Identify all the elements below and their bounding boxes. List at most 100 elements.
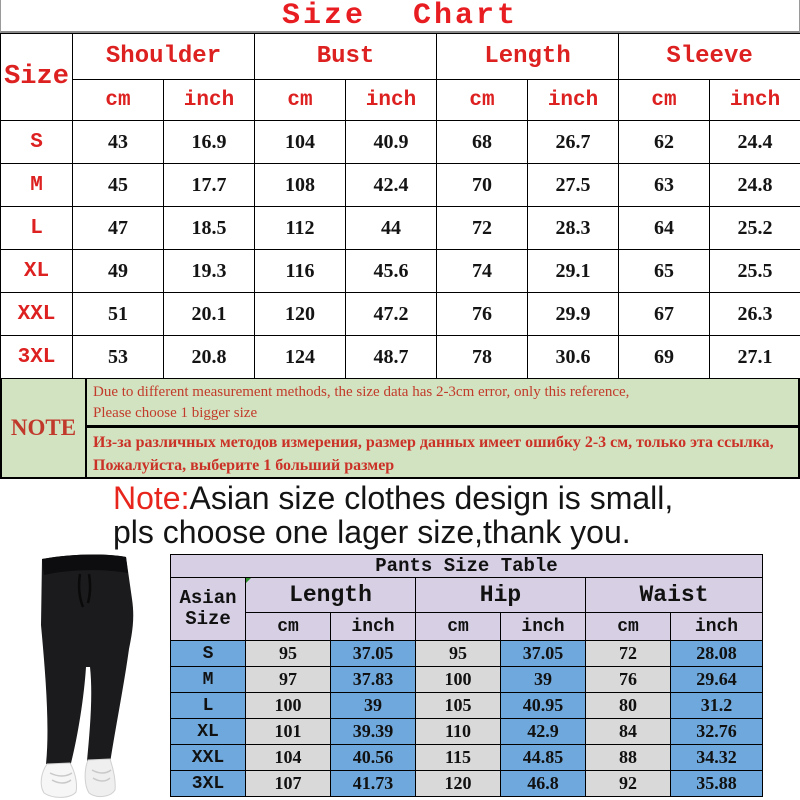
shirt-col-bust: Bust bbox=[253, 33, 438, 80]
title-band: Size Chart bbox=[0, 0, 800, 33]
note-english-line1: Due to different measurement methods, th… bbox=[93, 384, 630, 400]
unit-cm: cm bbox=[72, 79, 164, 121]
size-cell: L bbox=[170, 692, 246, 719]
value-cell: 80 bbox=[585, 692, 671, 719]
unit-cm: cm bbox=[585, 612, 671, 641]
value-cell: 47 bbox=[72, 206, 164, 250]
value-cell: 40.56 bbox=[330, 744, 416, 771]
value-cell: 18.5 bbox=[163, 206, 255, 250]
value-cell: 70 bbox=[436, 163, 529, 207]
shirt-col-length: Length bbox=[436, 33, 620, 80]
table-row: M 97 37.83 100 39 76 29.64 bbox=[170, 666, 764, 693]
asian-note-line1: Note:Asian size clothes design is small, bbox=[113, 481, 800, 515]
value-cell: 37.83 bbox=[330, 666, 416, 693]
value-cell: 124 bbox=[254, 335, 346, 379]
size-cell: 3XL bbox=[0, 335, 73, 379]
value-cell: 28.08 bbox=[669, 640, 764, 667]
value-cell: 44 bbox=[344, 206, 438, 250]
size-cell: XL bbox=[0, 249, 73, 293]
shirt-col-shoulder: Shoulder bbox=[72, 33, 255, 80]
value-cell: 104 bbox=[245, 744, 331, 771]
value-cell: 62 bbox=[618, 120, 711, 164]
bottom-section: Pants Size Table Asian Size Length Hip W… bbox=[0, 549, 800, 800]
size-cell: S bbox=[0, 120, 73, 164]
table-row: XXL 104 40.56 115 44.85 88 34.32 bbox=[170, 744, 764, 771]
value-cell: 105 bbox=[415, 692, 501, 719]
black-jogger-pants-illustration bbox=[40, 554, 134, 798]
value-cell: 92 bbox=[585, 770, 671, 797]
pants-title-row: Pants Size Table bbox=[169, 554, 764, 578]
value-cell: 107 bbox=[245, 770, 331, 797]
value-cell: 26.3 bbox=[709, 292, 800, 336]
value-cell: 74 bbox=[436, 249, 529, 293]
value-cell: 100 bbox=[415, 666, 501, 693]
value-cell: 39 bbox=[330, 692, 416, 719]
value-cell: 37.05 bbox=[330, 640, 416, 667]
pants-size-header: Asian Size bbox=[170, 577, 246, 641]
size-cell: XXL bbox=[170, 744, 246, 771]
value-cell: 47.2 bbox=[344, 292, 438, 336]
value-cell: 37.05 bbox=[500, 640, 586, 667]
cell-corner-marker bbox=[246, 578, 251, 583]
size-cell: 3XL bbox=[170, 770, 246, 797]
pants-col-length: Length bbox=[245, 577, 416, 613]
value-cell: 120 bbox=[254, 292, 346, 336]
value-cell: 64 bbox=[618, 206, 711, 250]
unit-inch: inch bbox=[527, 79, 620, 121]
value-cell: 88 bbox=[585, 744, 671, 771]
table-row: L 47 18.5 112 44 72 28.3 64 25.2 bbox=[0, 206, 800, 250]
value-cell: 63 bbox=[618, 163, 711, 207]
value-cell: 30.6 bbox=[527, 335, 620, 379]
value-cell: 41.73 bbox=[330, 770, 416, 797]
value-cell: 28.3 bbox=[527, 206, 620, 250]
page-title: Size Chart bbox=[281, 0, 519, 33]
table-row: XL 49 19.3 116 45.6 74 29.1 65 25.5 bbox=[0, 249, 800, 293]
note-texts: Due to different measurement methods, th… bbox=[87, 379, 798, 477]
size-cell: S bbox=[170, 640, 246, 667]
value-cell: 100 bbox=[245, 692, 331, 719]
value-cell: 78 bbox=[436, 335, 529, 379]
unit-inch: inch bbox=[709, 79, 800, 121]
value-cell: 65 bbox=[618, 249, 711, 293]
value-cell: 84 bbox=[585, 718, 671, 745]
shirt-size-header: Size bbox=[0, 33, 73, 121]
value-cell: 20.1 bbox=[163, 292, 255, 336]
table-row: 3XL 53 20.8 124 48.7 78 30.6 69 27.1 bbox=[0, 335, 800, 379]
note-russian: Из-за различных методов измерения, разме… bbox=[87, 428, 798, 477]
unit-inch: inch bbox=[330, 612, 416, 641]
value-cell: 42.9 bbox=[500, 718, 586, 745]
unit-inch: inch bbox=[163, 79, 255, 121]
value-cell: 108 bbox=[254, 163, 346, 207]
value-cell: 34.32 bbox=[669, 744, 764, 771]
unit-cm: cm bbox=[254, 79, 346, 121]
value-cell: 27.5 bbox=[527, 163, 620, 207]
pants-units-row: cm inch cm inch cm inch bbox=[171, 612, 764, 641]
unit-inch: inch bbox=[344, 79, 438, 121]
value-cell: 110 bbox=[415, 718, 501, 745]
asian-note-text1: Asian size clothes design is small, bbox=[189, 480, 674, 516]
value-cell: 42.4 bbox=[344, 163, 438, 207]
shirt-size-table: Size Shoulder Bust Length Sleeve cm inch… bbox=[0, 33, 800, 379]
unit-cm: cm bbox=[618, 79, 711, 121]
table-row: XXL 51 20.1 120 47.2 76 29.9 67 26.3 bbox=[0, 292, 800, 336]
value-cell: 19.3 bbox=[163, 249, 255, 293]
value-cell: 39.39 bbox=[330, 718, 416, 745]
value-cell: 45.6 bbox=[344, 249, 438, 293]
value-cell: 40.9 bbox=[344, 120, 438, 164]
value-cell: 24.8 bbox=[709, 163, 800, 207]
pants-col-length-label: Length bbox=[289, 582, 372, 608]
value-cell: 26.7 bbox=[527, 120, 620, 164]
size-cell: XXL bbox=[0, 292, 73, 336]
value-cell: 95 bbox=[415, 640, 501, 667]
size-cell: M bbox=[0, 163, 73, 207]
value-cell: 29.64 bbox=[669, 666, 764, 693]
value-cell: 120 bbox=[415, 770, 501, 797]
value-cell: 45 bbox=[72, 163, 164, 207]
value-cell: 39 bbox=[500, 666, 586, 693]
value-cell: 43 bbox=[72, 120, 164, 164]
value-cell: 32.76 bbox=[669, 718, 764, 745]
value-cell: 67 bbox=[618, 292, 711, 336]
value-cell: 48.7 bbox=[344, 335, 438, 379]
unit-cm: cm bbox=[245, 612, 331, 641]
value-cell: 17.7 bbox=[163, 163, 255, 207]
